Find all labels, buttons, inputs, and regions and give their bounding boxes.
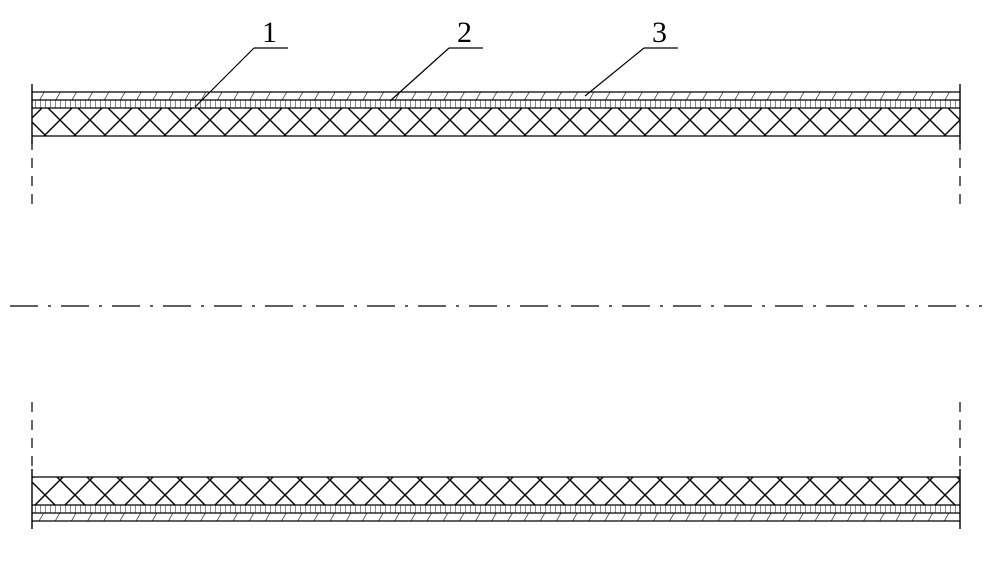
callout-label-2: 2 bbox=[457, 16, 472, 50]
cross-section-diagram bbox=[0, 0, 1000, 577]
callout-label-3: 3 bbox=[652, 16, 667, 50]
callout-label-1: 1 bbox=[262, 16, 277, 50]
